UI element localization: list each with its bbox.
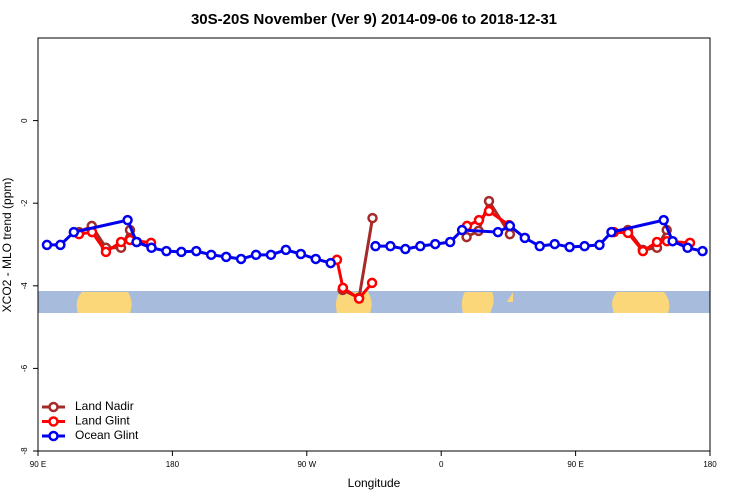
x-tick-label: 90 W <box>297 460 316 469</box>
point <box>310 253 322 265</box>
point <box>68 226 80 238</box>
x-tick-label: 180 <box>703 460 717 469</box>
point <box>564 241 575 253</box>
point <box>519 232 531 244</box>
legend-label: Land Glint <box>75 414 130 428</box>
point <box>41 239 53 251</box>
point <box>461 231 472 243</box>
y-tick-label: 0 <box>20 118 29 123</box>
legend-marker <box>48 416 59 427</box>
legend-label: Land Nadir <box>75 399 134 413</box>
point <box>337 282 349 294</box>
point <box>353 293 365 304</box>
point <box>325 257 336 269</box>
x-tick-label: 90 E <box>567 460 583 469</box>
point <box>483 195 495 207</box>
point <box>504 228 516 240</box>
point <box>483 205 495 217</box>
x-tick-label: 90 E <box>30 460 46 469</box>
point <box>295 248 307 260</box>
point <box>176 246 187 258</box>
point <box>146 242 157 254</box>
point <box>415 240 426 252</box>
land-blob <box>76 292 132 313</box>
point <box>429 238 441 250</box>
point <box>444 236 456 248</box>
y-tick-label: -4 <box>20 282 29 290</box>
point <box>367 212 378 224</box>
point <box>697 245 708 257</box>
point <box>122 214 133 226</box>
point <box>235 253 247 265</box>
point <box>100 246 112 258</box>
y-tick-label: -2 <box>20 199 29 207</box>
point <box>55 239 66 251</box>
point <box>456 224 468 236</box>
point <box>265 249 277 261</box>
y-tick-label: -6 <box>20 364 29 372</box>
point <box>191 245 202 257</box>
legend-marker <box>48 430 59 442</box>
point <box>400 243 411 255</box>
chart-title: 30S-20S November (Ver 9) 2014-09-06 to 2… <box>191 11 557 28</box>
point <box>370 240 381 252</box>
point <box>549 238 560 250</box>
point <box>131 236 142 248</box>
point <box>579 240 590 252</box>
land-blob <box>507 292 513 302</box>
y-axis-label: XCO2 - MLO trend (ppm) <box>0 178 14 313</box>
x-tick-label: 0 <box>439 460 444 469</box>
point <box>667 235 678 247</box>
point <box>161 245 172 257</box>
y-tick-label: -8 <box>20 447 29 455</box>
point <box>682 242 693 254</box>
land-mask <box>38 291 710 313</box>
point <box>594 239 605 251</box>
point <box>205 249 217 261</box>
point <box>534 240 546 252</box>
x-tick-label: 180 <box>166 460 180 469</box>
point <box>385 240 396 252</box>
x-axis-label: Longitude <box>348 476 401 490</box>
point <box>606 226 617 238</box>
legend-label: Ocean Glint <box>75 428 139 442</box>
series-line <box>78 209 691 301</box>
land-blob <box>612 292 670 313</box>
point <box>250 249 262 261</box>
point <box>280 244 292 256</box>
point <box>473 214 485 226</box>
legend-marker <box>48 401 59 413</box>
land-blob <box>461 292 494 313</box>
point <box>651 236 663 248</box>
plot-frame <box>37 37 711 452</box>
point <box>504 220 516 232</box>
point <box>658 214 669 226</box>
ocean-band <box>38 291 710 313</box>
point <box>220 251 232 263</box>
point <box>637 245 649 257</box>
point <box>115 236 127 248</box>
point <box>492 226 504 238</box>
point <box>366 277 378 289</box>
